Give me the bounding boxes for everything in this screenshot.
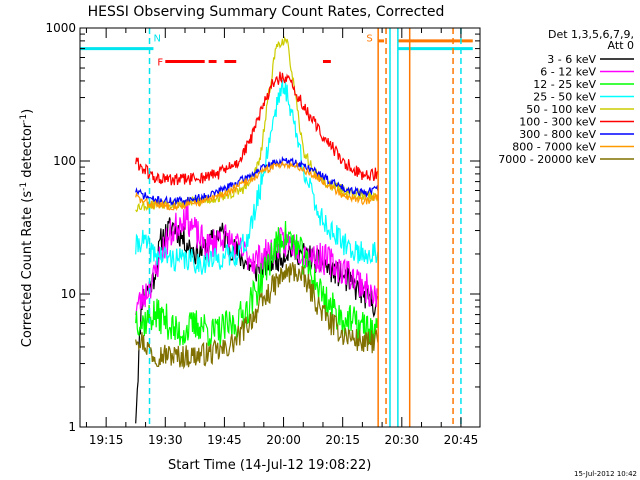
series-line-800-7000-kev: [135, 160, 379, 212]
chart-title: HESSI Observing Summary Count Rates, Cor…: [88, 4, 445, 20]
y-axis-label: Corrected Count Rate (s-1 detector-1): [19, 109, 35, 347]
x-tick-label-19-30: 19:30: [148, 433, 183, 447]
x-tick-label-20-15: 20:15: [325, 433, 360, 447]
legend-label-50-100-kev: 50 - 100 keV: [526, 103, 596, 116]
x-tick-label-19-45: 19:45: [207, 433, 242, 447]
legend-label-25-50-kev: 25 - 50 keV: [533, 91, 596, 104]
legend-label-7000-20000-kev: 7000 - 20000 keV: [498, 153, 596, 166]
series-line-50-100-kev: [135, 35, 379, 213]
y-tick-label-10: 10: [61, 287, 76, 301]
x-axis-label: Start Time (14-Jul-12 19:08:22): [168, 458, 371, 473]
series-line-7000-20000-kev: [135, 262, 379, 370]
flag-label-n: N: [153, 33, 160, 44]
legend-attenuator-line: Att 0: [608, 39, 634, 52]
date-stamp: 15-Jul-2012 10:42: [574, 470, 637, 478]
x-tick-label-20-00: 20:00: [266, 433, 301, 447]
y-axis: 1 10 100 1000: [45, 21, 480, 434]
y-tick-label-1000: 1000: [45, 21, 76, 35]
y-tick-label-100: 100: [53, 154, 76, 168]
legend-label-100-300-kev: 100 - 300 keV: [519, 116, 596, 129]
legend-detector-line: Det 1,3,5,6,7,9,: [548, 28, 634, 41]
plot-frame: [79, 27, 481, 428]
series-line-25-50-kev: [135, 79, 379, 275]
x-axis: 19:15 19:30 19:45 20:00 20:15 20:30 20:45: [85, 28, 479, 447]
series-line-300-800-kev: [135, 155, 379, 207]
series-layer: [135, 35, 379, 424]
x-tick-label-19-15: 19:15: [89, 433, 124, 447]
flag-label-s: S: [366, 33, 372, 44]
x-tick-label-20-30: 20:30: [385, 433, 420, 447]
legend-label-6-12-kev: 6 - 12 keV: [540, 66, 596, 79]
flag-label-f: F: [157, 57, 163, 68]
legend-label-12-25-kev: 12 - 25 keV: [533, 78, 596, 91]
series-line-100-300-kev: [135, 71, 379, 186]
x-tick-label-20-45: 20:45: [444, 433, 479, 447]
legend-label-800-7000-kev: 800 - 7000 keV: [512, 141, 596, 154]
y-tick-label-1: 1: [68, 420, 76, 434]
legend-label-3-6-kev: 3 - 6 keV: [547, 53, 596, 66]
marker-layer: N F S: [80, 28, 473, 427]
series-line-6-12-kev: [135, 202, 379, 316]
legend-label-300-800-kev: 300 - 800 keV: [519, 128, 596, 141]
